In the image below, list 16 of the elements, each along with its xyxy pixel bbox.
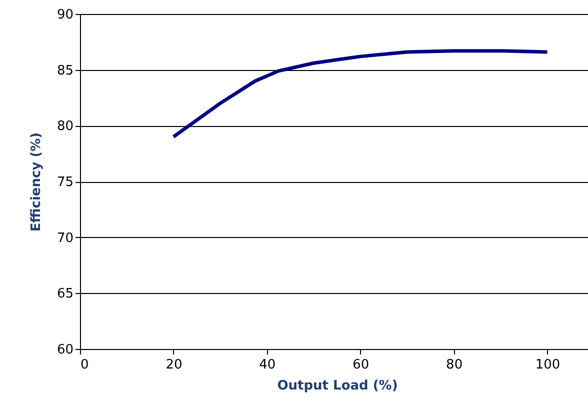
- x-tick-label: 80: [446, 358, 463, 372]
- x-tick-label: 0: [80, 358, 89, 372]
- y-tick-label: 90: [56, 8, 74, 22]
- y-axis-title: Efficiency (%): [28, 132, 44, 232]
- x-tick-label: 100: [535, 358, 560, 372]
- line-series: [172, 49, 550, 139]
- y-tick-label: 80: [56, 119, 74, 134]
- x-axis-title: Output Load (%): [277, 378, 398, 394]
- y-tick-label: 85: [56, 63, 74, 78]
- y-tick-label: 60: [56, 342, 74, 358]
- y-tick-label: 65: [56, 286, 74, 302]
- y-tick-label: 70: [56, 230, 74, 246]
- x-tick-label: 20: [166, 358, 182, 372]
- x-tick-label: 60: [352, 358, 370, 372]
- y-tick-label: 75: [56, 175, 74, 190]
- x-tick-label: 40: [259, 358, 276, 372]
